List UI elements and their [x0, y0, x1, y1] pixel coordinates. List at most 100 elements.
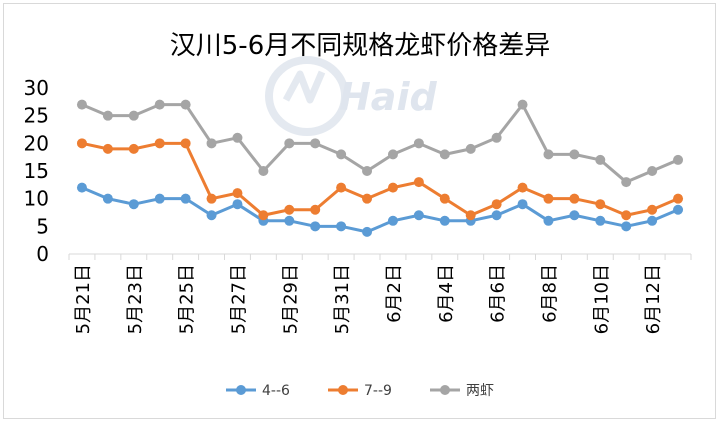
- data-point: [465, 210, 476, 221]
- x-tick-label: 6月6日: [488, 264, 509, 323]
- data-point: [673, 204, 684, 215]
- data-point: [102, 143, 113, 154]
- data-point: [336, 182, 347, 193]
- x-tick-label: 6月12日: [643, 264, 664, 334]
- data-point: [180, 193, 191, 204]
- data-point: [569, 210, 580, 221]
- data-point: [362, 166, 373, 176]
- data-point: [465, 143, 476, 154]
- data-point: [336, 149, 347, 160]
- data-point: [362, 193, 373, 204]
- data-point: [595, 199, 606, 210]
- data-point: [517, 99, 528, 110]
- chart-frame: 汉川5-6月不同规格龙虾价格差异 Haid 0 5 10 15 20 25 30 5月21日…: [3, 3, 716, 419]
- data-point: [232, 132, 243, 143]
- legend-swatch-marker: [236, 385, 246, 395]
- chart-title: 汉川5-6月不同规格龙虾价格差异: [170, 31, 550, 61]
- y-tick-label: 20: [24, 131, 49, 155]
- data-point: [310, 204, 321, 215]
- data-point: [128, 143, 139, 154]
- x-tick-label: 5月27日: [228, 264, 249, 334]
- y-axis-ticks: 0 5 10 15 20 25 30: [24, 76, 49, 266]
- y-tick-label: 15: [24, 159, 49, 183]
- y-tick-label: 0: [36, 242, 49, 266]
- legend: 4--6 7--9 两虾: [226, 383, 494, 399]
- data-point: [206, 138, 217, 149]
- data-point: [413, 138, 424, 149]
- data-point: [232, 199, 243, 210]
- y-tick-label: 10: [24, 187, 49, 211]
- data-point: [647, 166, 658, 176]
- legend-item: 两虾: [430, 383, 494, 399]
- data-point: [284, 138, 295, 149]
- data-point: [517, 182, 528, 193]
- data-point: [439, 149, 450, 160]
- data-point: [517, 199, 528, 210]
- data-point: [232, 188, 243, 199]
- x-axis-ticks: 5月21日 5月23日 5月25日 5月27日 5月29日 5月31日 6月2日 6月4日 6月…: [68, 254, 692, 334]
- series-2: [76, 138, 684, 221]
- data-point: [569, 193, 580, 204]
- data-point: [362, 226, 373, 237]
- data-point: [128, 199, 139, 210]
- x-tick-label: 6月2日: [384, 264, 405, 323]
- data-point: [180, 138, 191, 149]
- data-point: [439, 215, 450, 226]
- data-point: [543, 193, 554, 204]
- data-point: [180, 99, 191, 110]
- data-point: [102, 110, 113, 121]
- data-point: [310, 221, 321, 232]
- series-3: [76, 99, 684, 188]
- data-point: [595, 154, 606, 165]
- x-tick-label: 5月23日: [125, 264, 146, 334]
- data-point: [621, 177, 632, 188]
- data-point: [543, 149, 554, 160]
- data-point: [76, 138, 87, 149]
- y-tick-label: 5: [36, 214, 49, 238]
- data-point: [491, 210, 502, 221]
- legend-swatch-marker: [338, 385, 348, 395]
- data-point: [284, 204, 295, 215]
- legend-label: 4--6: [262, 383, 290, 399]
- y-tick-label: 25: [24, 104, 49, 128]
- legend-item: 4--6: [226, 383, 290, 399]
- data-point: [206, 210, 217, 221]
- legend-swatch-marker: [440, 385, 450, 395]
- data-point: [491, 199, 502, 210]
- data-point: [284, 215, 295, 226]
- data-point: [206, 193, 217, 204]
- data-point: [673, 193, 684, 204]
- data-point: [310, 138, 321, 149]
- x-tick-label: 5月31日: [332, 264, 353, 334]
- legend-label: 7--9: [364, 383, 392, 399]
- data-point: [621, 221, 632, 232]
- data-point: [413, 210, 424, 221]
- data-point: [647, 204, 658, 215]
- data-point: [387, 182, 398, 193]
- x-tick-label: 5月25日: [177, 264, 198, 334]
- data-point: [413, 177, 424, 188]
- data-point: [154, 138, 165, 149]
- data-point: [258, 166, 269, 176]
- data-point: [102, 193, 113, 204]
- series-line: [81, 141, 679, 217]
- y-tick-label: 30: [24, 76, 49, 100]
- legend-item: 7--9: [328, 383, 392, 399]
- x-tick-label: 5月29日: [280, 264, 301, 334]
- data-point: [128, 110, 139, 121]
- data-point: [439, 193, 450, 204]
- x-tick-label: 6月10日: [591, 264, 612, 334]
- data-point: [647, 215, 658, 226]
- data-point: [76, 99, 87, 110]
- watermark-logo: Haid: [265, 56, 437, 136]
- series-1: [76, 182, 684, 237]
- x-tick-label: 6月4日: [436, 264, 457, 323]
- data-point: [621, 210, 632, 221]
- data-point: [154, 193, 165, 204]
- data-point: [387, 215, 398, 226]
- x-tick-label: 5月21日: [73, 264, 94, 334]
- series-lines: [76, 99, 684, 237]
- data-point: [154, 99, 165, 110]
- data-point: [336, 221, 347, 232]
- data-point: [491, 132, 502, 143]
